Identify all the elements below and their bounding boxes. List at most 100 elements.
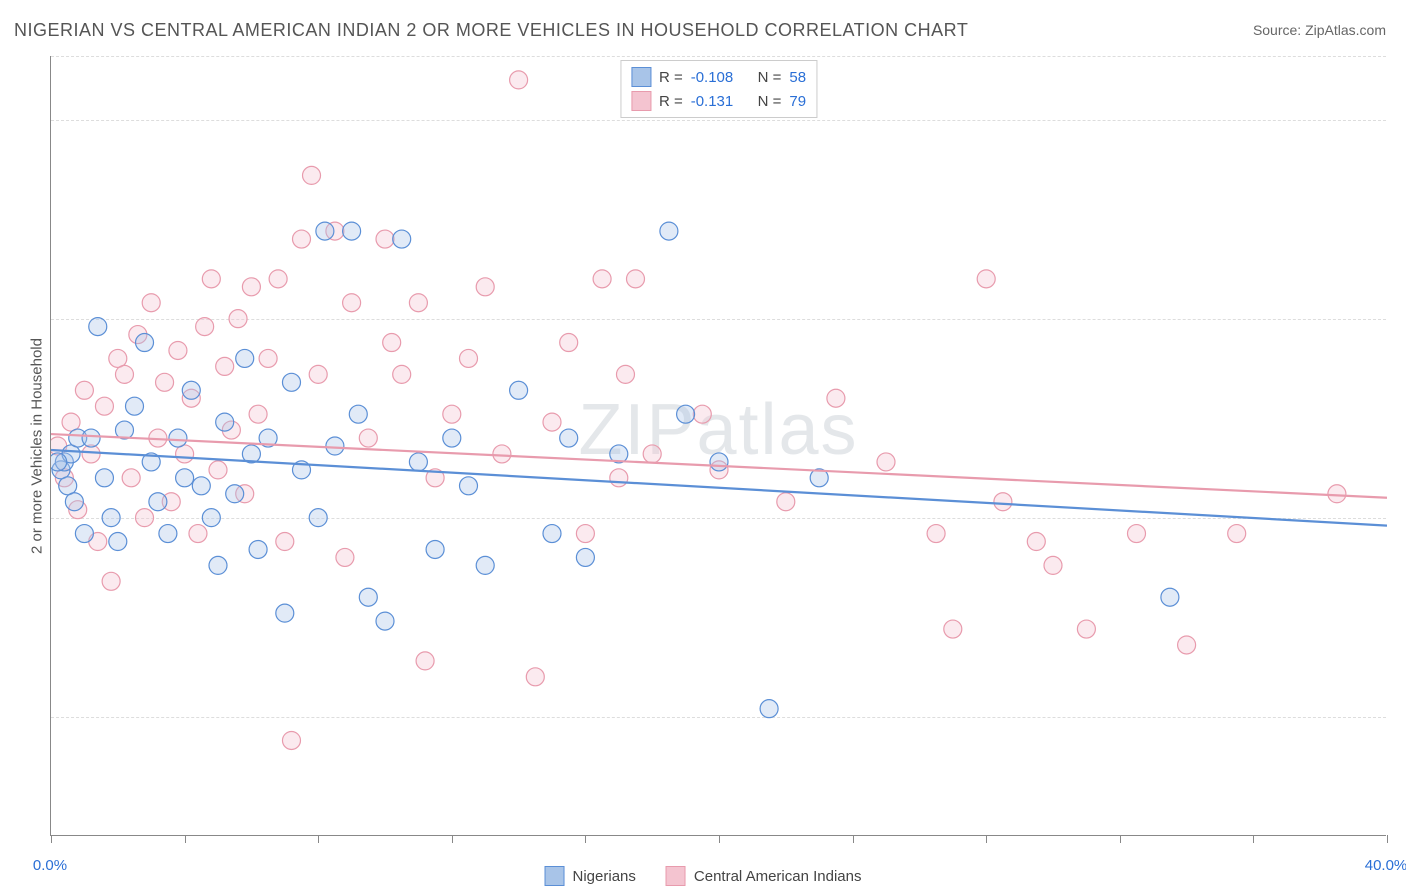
x-tick (185, 835, 186, 843)
scatter-point (293, 230, 311, 248)
scatter-point (192, 477, 210, 495)
legend-label-nigerians: Nigerians (573, 868, 636, 885)
scatter-point (877, 453, 895, 471)
scatter-point (376, 612, 394, 630)
legend-label-cai: Central American Indians (694, 868, 862, 885)
scatter-point (576, 525, 594, 543)
scatter-point (476, 556, 494, 574)
scatter-point (359, 588, 377, 606)
scatter-point (383, 334, 401, 352)
scatter-point (326, 437, 344, 455)
scatter-point (944, 620, 962, 638)
scatter-point (576, 548, 594, 566)
scatter-point (610, 469, 628, 487)
legend-swatch-cai (666, 866, 686, 886)
scatter-point (343, 294, 361, 312)
scatter-point (616, 365, 634, 383)
scatter-point (760, 700, 778, 718)
scatter-point (1228, 525, 1246, 543)
scatter-point (182, 381, 200, 399)
scatter-point (510, 71, 528, 89)
scatter-point (409, 453, 427, 471)
scatter-point (95, 469, 113, 487)
scatter-point (176, 445, 194, 463)
scatter-point (282, 731, 300, 749)
x-tick-label-min: 0.0% (33, 857, 67, 874)
scatter-point (693, 405, 711, 423)
scatter-point (526, 668, 544, 686)
scatter-point (176, 469, 194, 487)
scatter-point (1044, 556, 1062, 574)
x-tick-label-max: 40.0% (1365, 857, 1406, 874)
scatter-point (543, 413, 561, 431)
scatter-point (216, 413, 234, 431)
scatter-point (169, 429, 187, 447)
r-value-nigerians: -0.108 (691, 69, 734, 86)
scatter-point (316, 222, 334, 240)
scatter-point (189, 525, 207, 543)
scatter-point (276, 533, 294, 551)
scatter-point (196, 318, 214, 336)
scatter-point (209, 461, 227, 479)
source-name: ZipAtlas.com (1305, 22, 1386, 38)
scatter-point (249, 540, 267, 558)
scatter-point (75, 525, 93, 543)
scatter-point (476, 278, 494, 296)
scatter-point (226, 485, 244, 503)
scatter-point (349, 405, 367, 423)
r-label: R = (659, 69, 683, 86)
scatter-point (102, 572, 120, 590)
scatter-point (543, 525, 561, 543)
scatter-point (109, 533, 127, 551)
scatter-point (827, 389, 845, 407)
swatch-nigerians (631, 67, 651, 87)
y-axis-label: 2 or more Vehicles in Household (29, 338, 46, 554)
chart-container: NIGERIAN VS CENTRAL AMERICAN INDIAN 2 OR… (0, 0, 1406, 892)
x-tick (1253, 835, 1254, 843)
scatter-point (115, 365, 133, 383)
scatter-point (416, 652, 434, 670)
swatch-cai (631, 91, 651, 111)
scatter-svg (51, 56, 1387, 836)
scatter-point (82, 445, 100, 463)
scatter-point (460, 349, 478, 367)
scatter-point (593, 270, 611, 288)
x-tick (585, 835, 586, 843)
y-tick-label: 50.0% (1396, 509, 1406, 526)
r-value-cai: -0.131 (691, 93, 734, 110)
scatter-point (1161, 588, 1179, 606)
scatter-point (460, 477, 478, 495)
scatter-point (560, 334, 578, 352)
scatter-point (259, 349, 277, 367)
scatter-point (202, 509, 220, 527)
x-tick (1120, 835, 1121, 843)
scatter-point (426, 540, 444, 558)
y-tick-label: 75.0% (1396, 310, 1406, 327)
scatter-point (510, 381, 528, 399)
n-value-cai: 79 (789, 93, 806, 110)
n-label: N = (758, 69, 782, 86)
n-label: N = (758, 93, 782, 110)
scatter-point (336, 548, 354, 566)
y-tick-label: 25.0% (1396, 708, 1406, 725)
scatter-point (229, 310, 247, 328)
scatter-point (560, 429, 578, 447)
x-tick (853, 835, 854, 843)
x-tick (1387, 835, 1388, 843)
scatter-point (1178, 636, 1196, 654)
x-tick (51, 835, 52, 843)
scatter-point (710, 453, 728, 471)
scatter-point (309, 365, 327, 383)
scatter-point (142, 294, 160, 312)
scatter-point (977, 270, 995, 288)
scatter-point (777, 493, 795, 511)
scatter-point (59, 477, 77, 495)
scatter-point (282, 373, 300, 391)
plot-area: 2 or more Vehicles in Household ZIPatlas… (50, 56, 1386, 836)
stats-legend-box: R = -0.108 N = 58 R = -0.131 N = 79 (620, 60, 817, 118)
x-tick (452, 835, 453, 843)
scatter-point (169, 341, 187, 359)
x-tick (986, 835, 987, 843)
scatter-point (209, 556, 227, 574)
legend-item-cai: Central American Indians (666, 866, 862, 886)
